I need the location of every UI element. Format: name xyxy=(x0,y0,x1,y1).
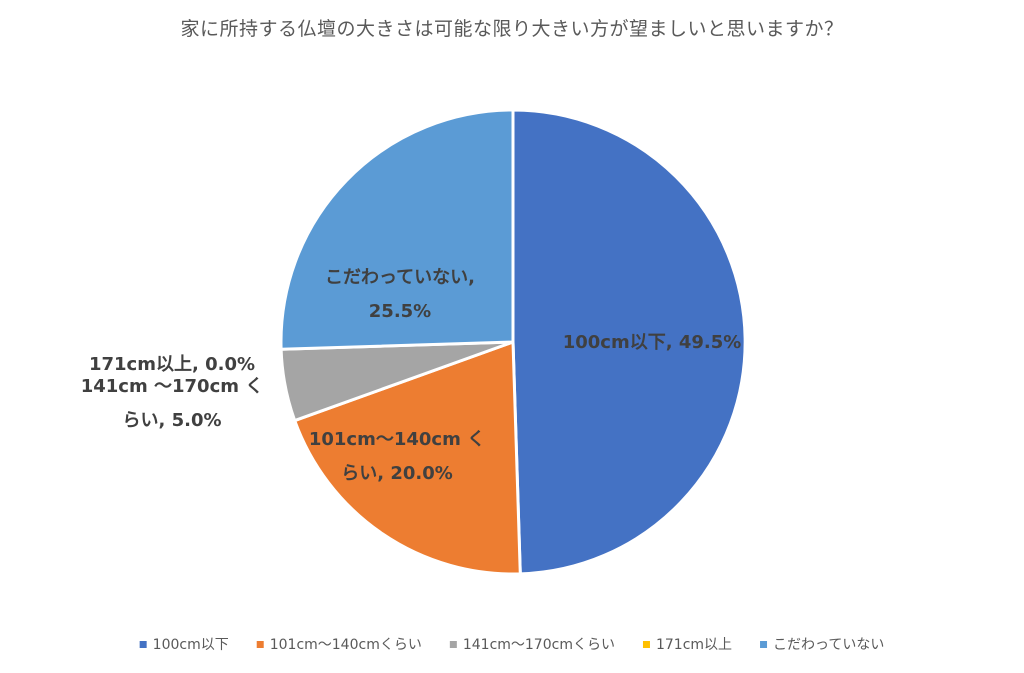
legend-item-1: 100cm以下 xyxy=(139,637,229,653)
legend-marker xyxy=(760,641,768,648)
legend-label: こだわっていない xyxy=(773,637,884,653)
legend-marker xyxy=(449,641,457,648)
legend-label: 101cm〜140cmくらい xyxy=(270,637,422,653)
legend-marker xyxy=(139,641,147,648)
data-label-5: こだわっていない, 25.5% xyxy=(325,267,475,322)
pie-slice-5 xyxy=(279,108,515,351)
data-label-1: 100cm以下, 49.5% xyxy=(563,332,742,353)
legend-marker xyxy=(256,641,264,648)
legend: 100cm以下 101cm〜140cmくらい 141cm〜170cmくらい 171cm… xyxy=(139,637,884,653)
legend-item-5: こだわっていない xyxy=(760,637,884,653)
data-labels: 100cm以下, 49.5% 101cm〜140cm くらい, 20.0% 141c… xyxy=(81,267,742,484)
data-label-2: 101cm〜140cm くらい, 20.0% xyxy=(309,429,485,484)
legend-item-2: 101cm〜140cmくらい xyxy=(256,637,422,653)
pie-slices xyxy=(279,108,747,576)
data-label-4: 171cm以上, 0.0% xyxy=(89,354,255,375)
legend-label: 171cm以上 xyxy=(656,637,732,653)
legend-marker xyxy=(642,641,650,648)
pie-slice-2 xyxy=(293,340,522,576)
pie-slice-1 xyxy=(511,108,747,576)
data-label-3: 141cm 〜170cm くらい, 5.0% xyxy=(81,376,264,431)
legend-label: 100cm以下 xyxy=(153,637,229,653)
legend-item-3: 141cm〜170cmくらい xyxy=(449,637,615,653)
legend-label: 141cm〜170cmくらい xyxy=(463,637,615,653)
chart-title: 家に所持する仏壇の大きさは可能な限り大きい方が望ましいと思いますか？ xyxy=(180,18,843,40)
legend-item-4: 171cm以上 xyxy=(642,637,732,653)
